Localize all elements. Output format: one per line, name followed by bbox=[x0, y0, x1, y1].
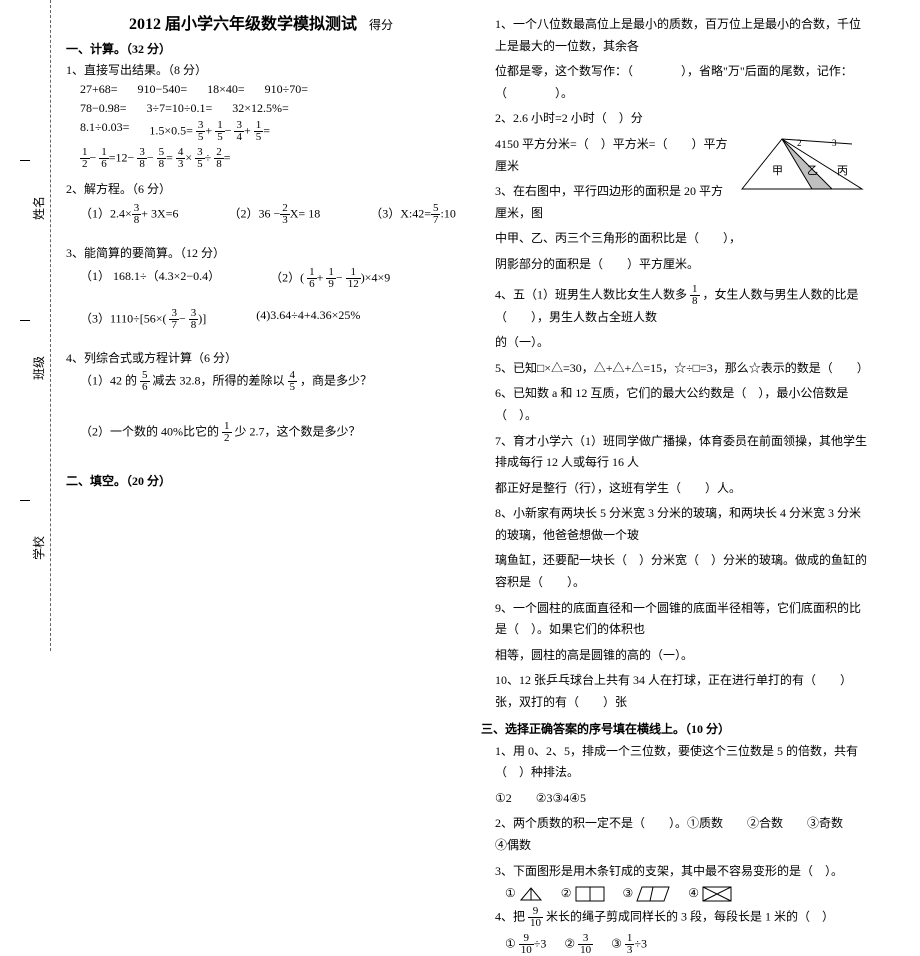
eq2: （2）36 −23X= 18 bbox=[228, 203, 320, 226]
svg-text:甲: 甲 bbox=[772, 165, 783, 177]
fb-1b: 位都是零，这个数写作：（ ），省略"万"后面的尾数，记作：（ ）。 bbox=[495, 61, 871, 104]
fb-4: 4、五（1）班男生人数比女生人数多 18 ，女生人数与男生人数的比是（ ），男生… bbox=[495, 284, 871, 329]
fb-1: 1、一个八位数最高位上是最小的质数，百万位上是最小的合数，千位上是最大的一位数，… bbox=[495, 14, 871, 57]
exam-sheet: 学校 班级 姓名 2012 届小学六年级数学模拟测试 得分 一、计算。（32 分… bbox=[0, 0, 920, 651]
q: 12− 16=12− 38− 58= 43× 35÷ 28= bbox=[80, 147, 231, 170]
shape-3: ③ bbox=[623, 886, 671, 902]
section-1-head: 一、计算。（32 分） bbox=[66, 40, 456, 57]
fb-8: 8、小新家有两块长 5 分米宽 3 分米的玻璃，和两块长 4 分米宽 3 分米的… bbox=[495, 503, 871, 546]
calc-row-4: 12− 16=12− 38− 58= 43× 35÷ 28= bbox=[80, 147, 456, 170]
mc-2: 2、两个质数的积一定不是（ ）。①质数 ②合数 ③奇数 ④偶数 bbox=[495, 813, 871, 856]
fb-6: 6、已知数 a 和 12 互质，它们的最大公约数是（ ），最小公倍数是（ ）。 bbox=[495, 383, 871, 426]
title-text: 2012 届小学六年级数学模拟测试 bbox=[129, 16, 357, 33]
calc-row-2: 78−0.98= 3÷7=10÷0.1= 32×12.5%= bbox=[80, 101, 456, 116]
svg-text:2: 2 bbox=[797, 138, 802, 148]
opt-2: ② 310 bbox=[564, 933, 593, 956]
fb-4b: 的（一）。 bbox=[495, 332, 871, 354]
fb-2a: 2、2.6 小时=2 小时（ ）分 bbox=[495, 108, 871, 130]
fb-9: 9、一个圆柱的底面直径和一个圆锥的底面半径相等，它们底面积的比是（ ）。如果它们… bbox=[495, 598, 871, 641]
fb-8b: 璃鱼缸，还要配一块长（ ）分米宽（ ）分米的玻璃。做成的鱼缸的容积是（ ）。 bbox=[495, 550, 871, 593]
fb-7b: 都正好是整行（行），这班有学生（ ）人。 bbox=[495, 478, 871, 500]
section-3-head: 三、选择正确答案的序号填在横线上。（10 分） bbox=[481, 720, 871, 737]
word-1: （1）42 的 56 减去 32.8，所得的差除以 45 ，商是多少？ bbox=[80, 370, 456, 393]
svg-text:丙: 丙 bbox=[837, 165, 848, 177]
right-column: 1、一个八位数最高位上是最小的质数，百万位上是最小的合数，千位上是最大的一位数，… bbox=[466, 0, 881, 651]
gutter-name: 姓名 bbox=[30, 196, 47, 220]
calc-row-1: 27+68= 910−540= 18×40= 910÷70= bbox=[80, 82, 456, 97]
s1-p2: 2、解方程。（6 分） bbox=[66, 180, 456, 197]
mc-4-opts: ① 910÷3 ② 310 ③ 13÷3 bbox=[505, 933, 871, 956]
shape-1: ① bbox=[505, 886, 543, 902]
eq1: （1）2.4×38+ 3X=6 bbox=[80, 203, 178, 226]
c3: （3）1110÷[56×( 37− 38)] bbox=[80, 308, 206, 331]
eq3: （3）X:42=57:10 bbox=[370, 203, 456, 226]
q: 910÷70= bbox=[265, 82, 308, 97]
fb-5: 5、已知□×△=30，△+△+△=15，☆÷□=3，那么☆表示的数是（ ） bbox=[495, 358, 871, 380]
mc-1: 1、用 0、2、5，排成一个三位数，要使这个三位数是 5 的倍数，共有（ ）种排… bbox=[495, 741, 871, 784]
word-2: （2）一个数的 40%比它的 12 少 2.7，这个数是多少？ bbox=[80, 421, 456, 444]
fb-9b: 相等，圆柱的高是圆锥的高的（一）。 bbox=[495, 645, 871, 667]
mc-3: 3、下面图形是用木条钉成的支架，其中最不容易变形的是（ ）。 bbox=[495, 861, 871, 883]
page-title: 2012 届小学六年级数学模拟测试 得分 bbox=[66, 10, 456, 34]
simp-row-2: （3）1110÷[56×( 37− 38)] (4)3.64÷4+4.36×25… bbox=[80, 308, 456, 331]
opt-1: ① 910÷3 bbox=[505, 933, 546, 956]
shape-4: ④ bbox=[688, 886, 732, 902]
q: 78−0.98= bbox=[80, 101, 127, 116]
svg-text:乙: 乙 bbox=[807, 164, 818, 177]
fb-7: 7、育才小学六（1）班同学做广播操，体育委员在前面领操，其他学生排成每行 12 … bbox=[495, 431, 871, 474]
c1: （1） 168.1÷（4.3×2−0.4） bbox=[80, 267, 220, 290]
section-2-head: 二、填空。（20 分） bbox=[66, 472, 456, 489]
shape-2: ② bbox=[561, 886, 605, 902]
q: 18×40= bbox=[207, 82, 245, 97]
s1-p3: 3、能简算的要简算。（12 分） bbox=[66, 244, 456, 261]
fb-10: 10、12 张乒乓球台上共有 34 人在打球，正在进行单打的有（ ）张，双打的有… bbox=[495, 670, 871, 713]
s1-p4: 4、列综合式或方程计算（6 分） bbox=[66, 349, 456, 366]
opt-3: ③ 13÷3 bbox=[611, 933, 647, 956]
mc-1-opts: ①2 ②3③4④5 bbox=[495, 788, 871, 810]
gutter-class: 班级 bbox=[30, 356, 47, 380]
simp-row-1: （1） 168.1÷（4.3×2−0.4） （2）( 16+ 19− 112)×… bbox=[80, 267, 456, 290]
score-label: 得分 bbox=[369, 18, 393, 32]
fb-3b: 中甲、乙、丙三个三角形的面积比是（ ）， bbox=[495, 228, 871, 250]
q: 32×12.5%= bbox=[232, 101, 289, 116]
s1-p1: 1、直接写出结果。（8 分） bbox=[66, 61, 456, 78]
q: 1.5×0.5= 35+ 15− 34+ 15= bbox=[149, 120, 270, 143]
q: 27+68= bbox=[80, 82, 118, 97]
equation-row: （1）2.4×38+ 3X=6 （2）36 −23X= 18 （3）X:42=5… bbox=[80, 203, 456, 226]
left-column: 2012 届小学六年级数学模拟测试 得分 一、计算。（32 分） 1、直接写出结… bbox=[51, 0, 466, 651]
calc-row-3: 8.1÷0.03= 1.5×0.5= 35+ 15− 34+ 15= bbox=[80, 120, 456, 143]
c4: (4)3.64÷4+4.36×25% bbox=[256, 308, 360, 331]
q: 8.1÷0.03= bbox=[80, 120, 129, 143]
q: 3÷7=10÷0.1= bbox=[147, 101, 213, 116]
gutter-school: 学校 bbox=[30, 536, 47, 560]
triangle-diagram: 甲 乙 丙 2 3 bbox=[737, 134, 867, 194]
q: 910−540= bbox=[138, 82, 188, 97]
mc-4: 4、把 910 米长的绳子剪成同样长的 3 段，每段长是 1 米的（ ） bbox=[495, 906, 871, 929]
c2: （2）( 16+ 19− 112)×4×9 bbox=[270, 267, 390, 290]
binding-gutter: 学校 班级 姓名 bbox=[0, 0, 51, 651]
fb-3c: 阴影部分的面积是（ ）平方厘米。 bbox=[495, 254, 871, 276]
shape-options: ① ② ③ ④ bbox=[505, 886, 871, 902]
